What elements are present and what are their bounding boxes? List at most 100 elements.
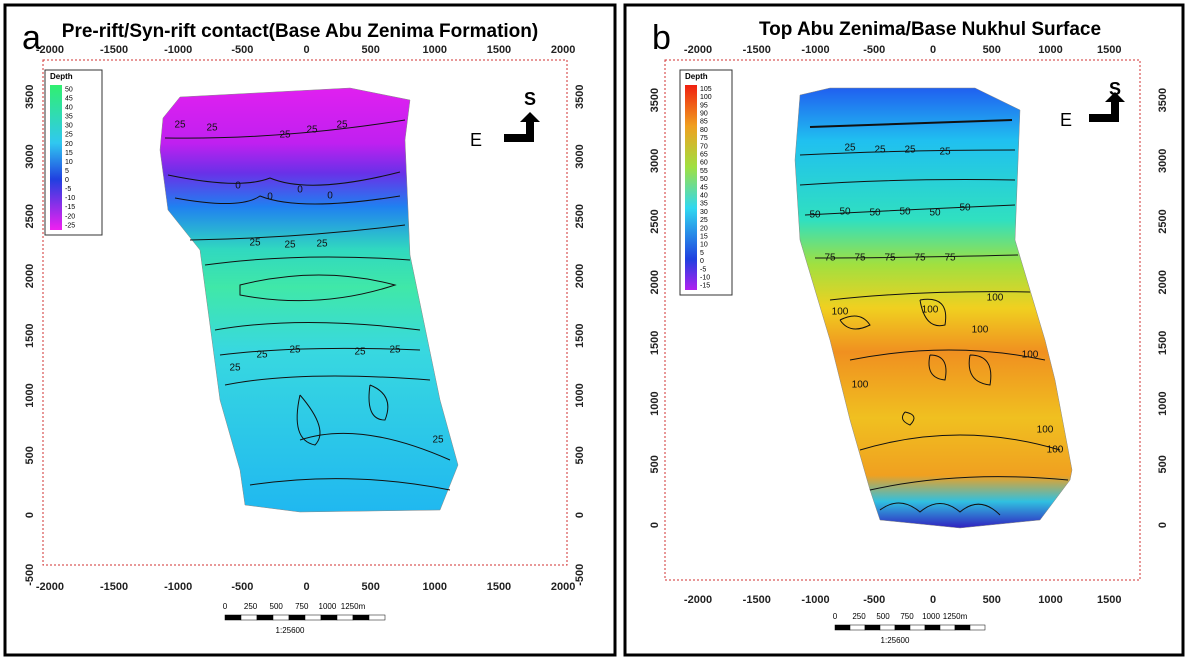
scale-ratio: 1:25600 [881,636,910,645]
y-tick-label: 3500 [24,85,36,109]
y-tick-label: 0 [1157,522,1169,528]
legend-label: 10 [65,159,73,166]
panel-title: Top Abu Zenima/Base Nukhul Surface [759,19,1101,40]
contour-label: 25 [284,240,296,251]
contour-label: 25 [389,345,401,356]
y-tick-label: 1000 [24,383,36,407]
legend-label: -15 [65,204,75,211]
contour-label: 25 [432,435,444,446]
y-tick-label: 2000 [24,264,36,288]
scale-label: 0 [833,612,838,621]
scale-label: 1000 [319,602,337,611]
legend-label: 55 [700,168,708,175]
legend-title: Depth [685,72,708,81]
y-tick-label: 3000 [24,144,36,168]
x-tick-label: 1500 [1097,44,1121,56]
contour-label: 0 [235,181,241,192]
y-tick-label: 3500 [649,88,661,112]
contour-label: 100 [1047,445,1064,456]
legend-label: 20 [700,225,708,232]
x-tick-label: 0 [930,44,936,56]
x-tick-label: 1000 [423,44,447,56]
scale-segment [865,625,880,630]
legend-label: 40 [700,193,708,200]
legend-label: 30 [700,209,708,216]
legend-label: 45 [700,184,708,191]
legend-label: 95 [700,102,708,109]
y-tick-label: 1500 [24,324,36,348]
contour-label: 75 [824,253,836,264]
contour-label: 0 [327,191,333,202]
x-tick-label: 2000 [551,44,575,56]
scale-segment [910,625,925,630]
contour-label: 100 [832,307,849,318]
contour-label: 75 [914,253,926,264]
scale-segment [369,615,385,620]
scale-segment [880,625,895,630]
scale-label: 250 [244,602,258,611]
x-tick-label: 1000 [1038,44,1062,56]
legend-label: 60 [700,160,708,167]
legend-label: 105 [700,86,712,93]
contour-label: 25 [256,350,268,361]
x-tick-label: -1500 [743,594,771,606]
y-tick-label: 1500 [649,331,661,355]
y-tick-label: -500 [24,564,36,586]
contour-label: 25 [174,120,186,131]
scale-segment [241,615,257,620]
scale-label: 1250m [341,602,366,611]
scale-label: 500 [876,612,890,621]
scale-segment [895,625,910,630]
x-tick-label: 2000 [551,581,575,593]
x-tick-label: -1500 [743,44,771,56]
contour-label: 0 [267,192,273,203]
scale-label: 1000 [922,612,940,621]
colorbar [50,85,62,230]
legend-title: Depth [50,72,73,81]
legend-label: 45 [65,95,73,102]
y-tick-label: -500 [574,564,586,586]
x-tick-label: -500 [863,44,885,56]
y-tick-label: 1500 [1157,331,1169,355]
contour-label: 25 [844,143,856,154]
x-tick-label: 500 [361,44,379,56]
x-tick-label: 1500 [487,44,511,56]
y-tick-label: 3000 [574,144,586,168]
x-tick-label: 1500 [487,581,511,593]
y-tick-label: 3000 [1157,149,1169,173]
figure: aPre-rift/Syn-rift contact(Base Abu Zeni… [0,0,1188,658]
legend-label: 15 [700,234,708,241]
arrow-e: E [1060,110,1072,130]
scale-segment [940,625,955,630]
x-tick-label: 1000 [1038,594,1062,606]
legend-label: 35 [700,201,708,208]
x-tick-label: -2000 [684,594,712,606]
scale-label: 750 [295,602,309,611]
contour-label: 25 [336,120,348,131]
y-tick-label: 2500 [1157,209,1169,233]
panel-label: b [652,19,671,57]
scale-segment [289,615,305,620]
legend-label: 25 [65,132,73,139]
scale-segment [305,615,321,620]
y-tick-label: 3500 [574,85,586,109]
x-tick-label: -2000 [684,44,712,56]
scale-segment [321,615,337,620]
contour-label: 25 [229,363,241,374]
x-tick-label: -1000 [164,44,192,56]
arrow-s: S [524,89,536,109]
legend-label: -15 [700,283,710,290]
y-tick-label: 500 [574,446,586,464]
x-tick-label: 1500 [1097,594,1121,606]
scale-label: 0 [223,602,228,611]
contour-label: 25 [206,123,218,134]
legend-label: 65 [700,152,708,159]
contour-label: 25 [354,347,366,358]
scale-segment [257,615,273,620]
contour-label: 25 [289,345,301,356]
x-tick-label: -1000 [801,44,829,56]
contour-label: 25 [874,145,886,156]
legend-label: 25 [700,217,708,224]
contour-label: 25 [249,238,261,249]
y-tick-label: 500 [649,455,661,473]
